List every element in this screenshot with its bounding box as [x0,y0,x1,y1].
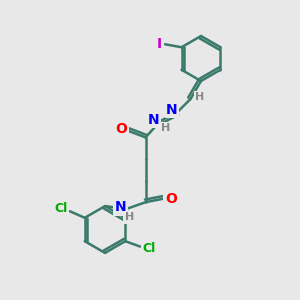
Text: H: H [196,92,205,103]
Text: H: H [161,123,170,134]
Text: Cl: Cl [142,242,155,256]
Text: N: N [115,200,126,214]
Text: O: O [165,192,177,206]
Text: N: N [148,113,160,127]
Text: N: N [166,103,178,117]
Text: H: H [125,212,134,222]
Text: O: O [116,122,128,136]
Text: Cl: Cl [55,202,68,215]
Text: I: I [157,37,162,51]
